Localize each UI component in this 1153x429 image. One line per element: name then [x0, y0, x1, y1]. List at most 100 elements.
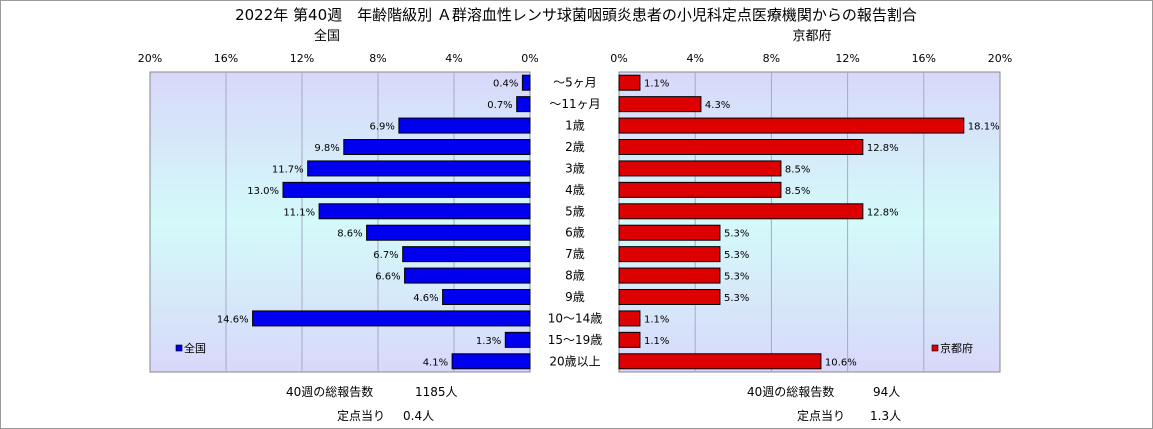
right-bar-label: 1.1% — [644, 79, 669, 90]
left-plot-area — [149, 71, 531, 373]
left-panel-subtitle: 全国 — [314, 28, 340, 44]
right-bar-label: 5.3% — [724, 229, 749, 240]
right-bar — [618, 310, 641, 327]
right-bar — [618, 331, 641, 348]
left-bar — [402, 246, 531, 263]
right-tick-label: 8% — [763, 52, 780, 65]
left-bar — [366, 224, 531, 241]
left-tick-label: 4% — [445, 52, 462, 65]
category-label: 5歳 — [565, 204, 585, 218]
right-bar-label: 8.5% — [785, 186, 810, 197]
right-panel-subtitle: 京都府 — [792, 29, 831, 44]
left-bar — [504, 331, 531, 348]
right-bar — [618, 224, 721, 241]
right-legend-label: 京都府 — [940, 341, 973, 355]
right-bar-label: 5.3% — [724, 293, 749, 304]
left-bar-label: 8.6% — [337, 229, 362, 240]
left-bar — [451, 353, 531, 370]
right-series-bars: 1.1% 4.3% 18.1% 12.8% 8.5% 8.5% 12.8% 5.3% 5.3% 5… — [618, 74, 1000, 370]
right-bar-label: 5.3% — [724, 272, 749, 283]
left-tick-label: 12% — [290, 52, 314, 65]
left-series-bars: 0.4% 0.7% 6.9% 9.8% 11.7% 13.0% 11.1% 8.6% 6.7% 6… — [217, 74, 531, 370]
left-bar — [252, 310, 531, 327]
left-bar-label: 6.6% — [375, 272, 400, 283]
left-bar — [404, 267, 531, 284]
right-bar-label: 12.8% — [867, 143, 899, 154]
left-legend-swatch — [175, 344, 183, 352]
category-label: 7歳 — [565, 247, 585, 261]
right-bar — [618, 203, 864, 220]
left-bar-label: 11.7% — [272, 164, 304, 175]
left-tick-label: 20% — [138, 52, 162, 65]
category-label: 10～14歳 — [548, 311, 603, 325]
left-bar-label: 14.6% — [217, 314, 249, 325]
category-label: 6歳 — [565, 226, 585, 240]
right-bar-label: 1.1% — [644, 336, 669, 347]
right-tick-label: 20% — [988, 52, 1012, 65]
right-bar-label: 18.1% — [968, 122, 1000, 133]
category-label: 8歳 — [565, 269, 585, 283]
right-bar-label: 4.3% — [705, 100, 730, 111]
left-bar-label: 0.4% — [493, 79, 518, 90]
left-bar-label: 9.8% — [314, 143, 339, 154]
left-per-point-label: 定点当り — [337, 408, 385, 423]
right-tick-label: 4% — [686, 52, 703, 65]
left-bar — [521, 74, 531, 91]
category-label: ～5ヶ月 — [553, 76, 597, 90]
left-bar-label: 6.7% — [373, 250, 398, 261]
left-tick-label: 8% — [369, 52, 386, 65]
right-bar-label: 10.6% — [825, 357, 857, 368]
left-bar — [343, 139, 531, 155]
right-tick-label: 16% — [912, 52, 936, 65]
category-label: 3歳 — [565, 161, 585, 175]
right-per-point-value: 1.3人 — [870, 409, 901, 423]
left-total-value: 1185人 — [415, 385, 458, 399]
category-label: 4歳 — [565, 183, 585, 197]
right-bar — [618, 289, 721, 305]
left-bar-label: 4.6% — [413, 293, 438, 304]
left-bar — [398, 117, 531, 134]
right-total-label: 40週の総報告数 — [747, 384, 834, 399]
left-bar-label: 6.9% — [369, 122, 394, 133]
left-per-point-value: 0.4人 — [403, 409, 434, 423]
right-bar — [618, 160, 782, 177]
right-bar-label: 1.1% — [644, 314, 669, 325]
right-bar-label: 8.5% — [785, 164, 810, 175]
right-bar-label: 5.3% — [724, 250, 749, 261]
right-bar — [618, 267, 721, 284]
left-legend-label: 全国 — [184, 341, 206, 355]
right-bar — [618, 117, 965, 134]
category-label: 9歳 — [565, 290, 585, 304]
left-bar-label: 0.7% — [487, 100, 512, 111]
right-tick-label: 0% — [610, 52, 627, 65]
right-total-value: 94人 — [873, 385, 900, 399]
category-label: 20歳以上 — [549, 354, 600, 368]
right-legend-swatch — [931, 344, 939, 352]
left-tick-labels: 20% 16% 12% 8% 4% 0% — [138, 52, 539, 65]
right-per-point-label: 定点当り — [797, 408, 845, 423]
chart-title: 2022年 第40週 年齢階級別 Ａ群溶血性レンサ球菌咽頭炎患者の小児科定点医療… — [235, 6, 917, 24]
left-tick-label: 16% — [214, 52, 238, 65]
left-bar — [318, 203, 531, 220]
left-bar-label: 4.1% — [423, 357, 448, 368]
left-bar — [282, 181, 531, 198]
left-total-label: 40週の総報告数 — [286, 384, 373, 399]
right-bar — [618, 246, 721, 263]
left-bar-label: 1.3% — [476, 336, 501, 347]
left-bar-label: 13.0% — [247, 186, 279, 197]
category-label: 1歳 — [565, 119, 585, 133]
category-labels: ～5ヶ月 ～11ヶ月 1歳 2歳 3歳 4歳 5歳 6歳 7歳 8歳 9歳 10～14歳 15～19歳 2… — [548, 76, 603, 369]
right-bar — [618, 96, 702, 113]
left-tick-label: 0% — [521, 52, 538, 65]
right-bar-label: 12.8% — [867, 207, 899, 218]
left-bar-label: 11.1% — [283, 207, 315, 218]
left-bar — [442, 289, 531, 305]
category-label: 2歳 — [565, 140, 585, 154]
right-plot-area — [618, 71, 1001, 373]
right-tick-label: 12% — [835, 52, 859, 65]
right-bar — [618, 353, 822, 370]
left-bar — [516, 96, 531, 113]
right-bar — [618, 139, 864, 155]
right-bar — [618, 181, 782, 198]
